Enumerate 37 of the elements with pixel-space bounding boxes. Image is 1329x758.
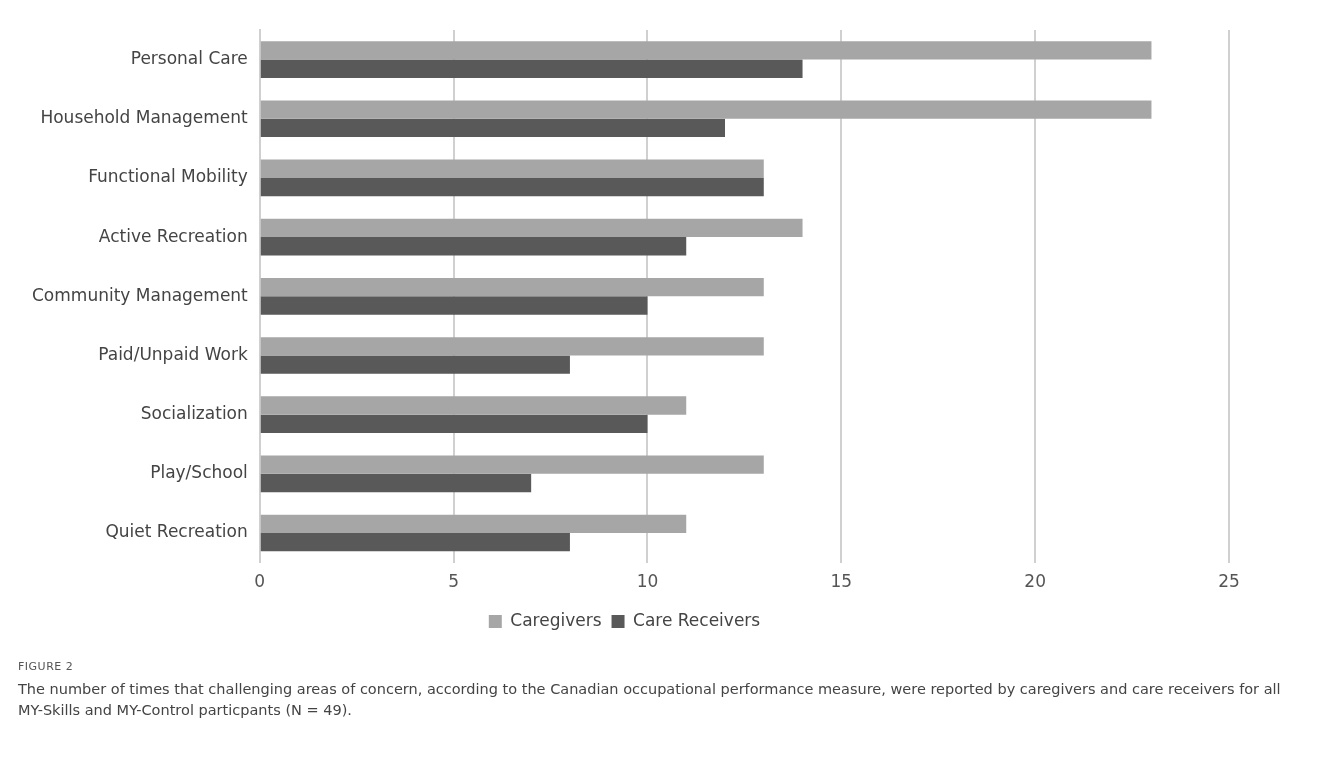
- y-tick-label: Socialization: [140, 403, 248, 424]
- text: The number of times that challenging areas of concern, according to the Canadian occupational performance measure, were reported by caregivers and care receivers for all MY-Skills and MY-Control particpants (N = 49).: [18, 680, 1282, 720]
- bar: [260, 177, 764, 197]
- y-tick-label: Community Management: [32, 284, 249, 305]
- y-tick-label: Active Recreation: [98, 225, 248, 246]
- y-tick-label: Play/School: [150, 462, 248, 483]
- bar: [260, 533, 570, 552]
- bar: [260, 355, 570, 374]
- x-tick-label: 25: [1218, 571, 1240, 592]
- bar: [260, 337, 764, 356]
- bar: [260, 118, 726, 138]
- y-tick-label: Paid/Unpaid Work: [98, 343, 248, 364]
- bar: [260, 396, 687, 415]
- y-tick-label: Household Management: [40, 107, 249, 128]
- bar: [260, 514, 687, 534]
- bar: [260, 41, 1152, 60]
- bar: [260, 218, 803, 238]
- bar: [260, 296, 648, 315]
- y-tick-label: Quiet Recreation: [105, 521, 248, 542]
- x-tick-label: 5: [448, 571, 460, 592]
- legend-label: Care Receivers: [633, 609, 761, 630]
- bar: [260, 237, 687, 256]
- caption: FIGURE 2: [18, 660, 75, 673]
- bar: [260, 277, 764, 297]
- bar: [260, 59, 803, 78]
- bar: [260, 455, 764, 474]
- y-tick-label: Personal Care: [130, 48, 248, 69]
- x-tick-label: 10: [636, 571, 659, 592]
- bar: [260, 473, 532, 493]
- legend-label: Caregivers: [510, 609, 602, 630]
- x-tick-label: 20: [1024, 571, 1046, 592]
- y-tick-label: Functional Mobility: [88, 166, 248, 187]
- bar: [260, 100, 1152, 119]
- bar: [260, 159, 764, 178]
- x-tick-label: 0: [254, 571, 266, 592]
- bar: [260, 414, 648, 433]
- x-tick-label: 15: [830, 571, 853, 592]
